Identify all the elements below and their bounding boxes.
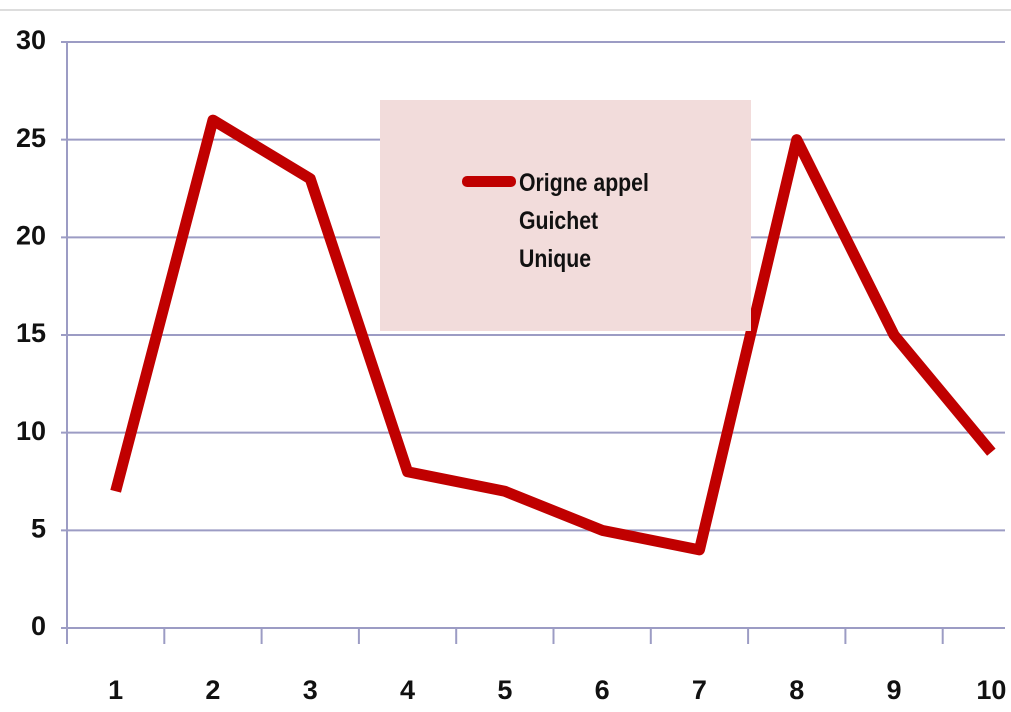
y-tick-label: 5 — [31, 513, 46, 543]
x-tick-label: 4 — [400, 675, 415, 705]
y-tick-label: 15 — [16, 318, 46, 348]
x-tick-label: 3 — [303, 675, 318, 705]
legend-swatch — [462, 176, 516, 187]
x-tick-label: 10 — [976, 675, 1006, 705]
y-tick-label: 20 — [16, 220, 46, 250]
x-tick-label: 2 — [205, 675, 220, 705]
x-tick-label: 8 — [789, 675, 804, 705]
y-tick-label: 10 — [16, 416, 46, 446]
legend-label: Origne appel Guichet Unique — [519, 169, 649, 273]
y-tick-label: 30 — [16, 25, 46, 55]
x-tick-label: 9 — [887, 675, 902, 705]
x-tick-label: 5 — [497, 675, 512, 705]
y-tick-label: 0 — [31, 611, 46, 641]
y-tick-label: 25 — [16, 123, 46, 153]
x-tick-label: 7 — [692, 675, 707, 705]
legend: Origne appel Guichet Unique — [380, 100, 751, 331]
x-tick-label: 1 — [108, 675, 123, 705]
x-tick-label: 6 — [595, 675, 610, 705]
data-line — [110, 114, 996, 556]
